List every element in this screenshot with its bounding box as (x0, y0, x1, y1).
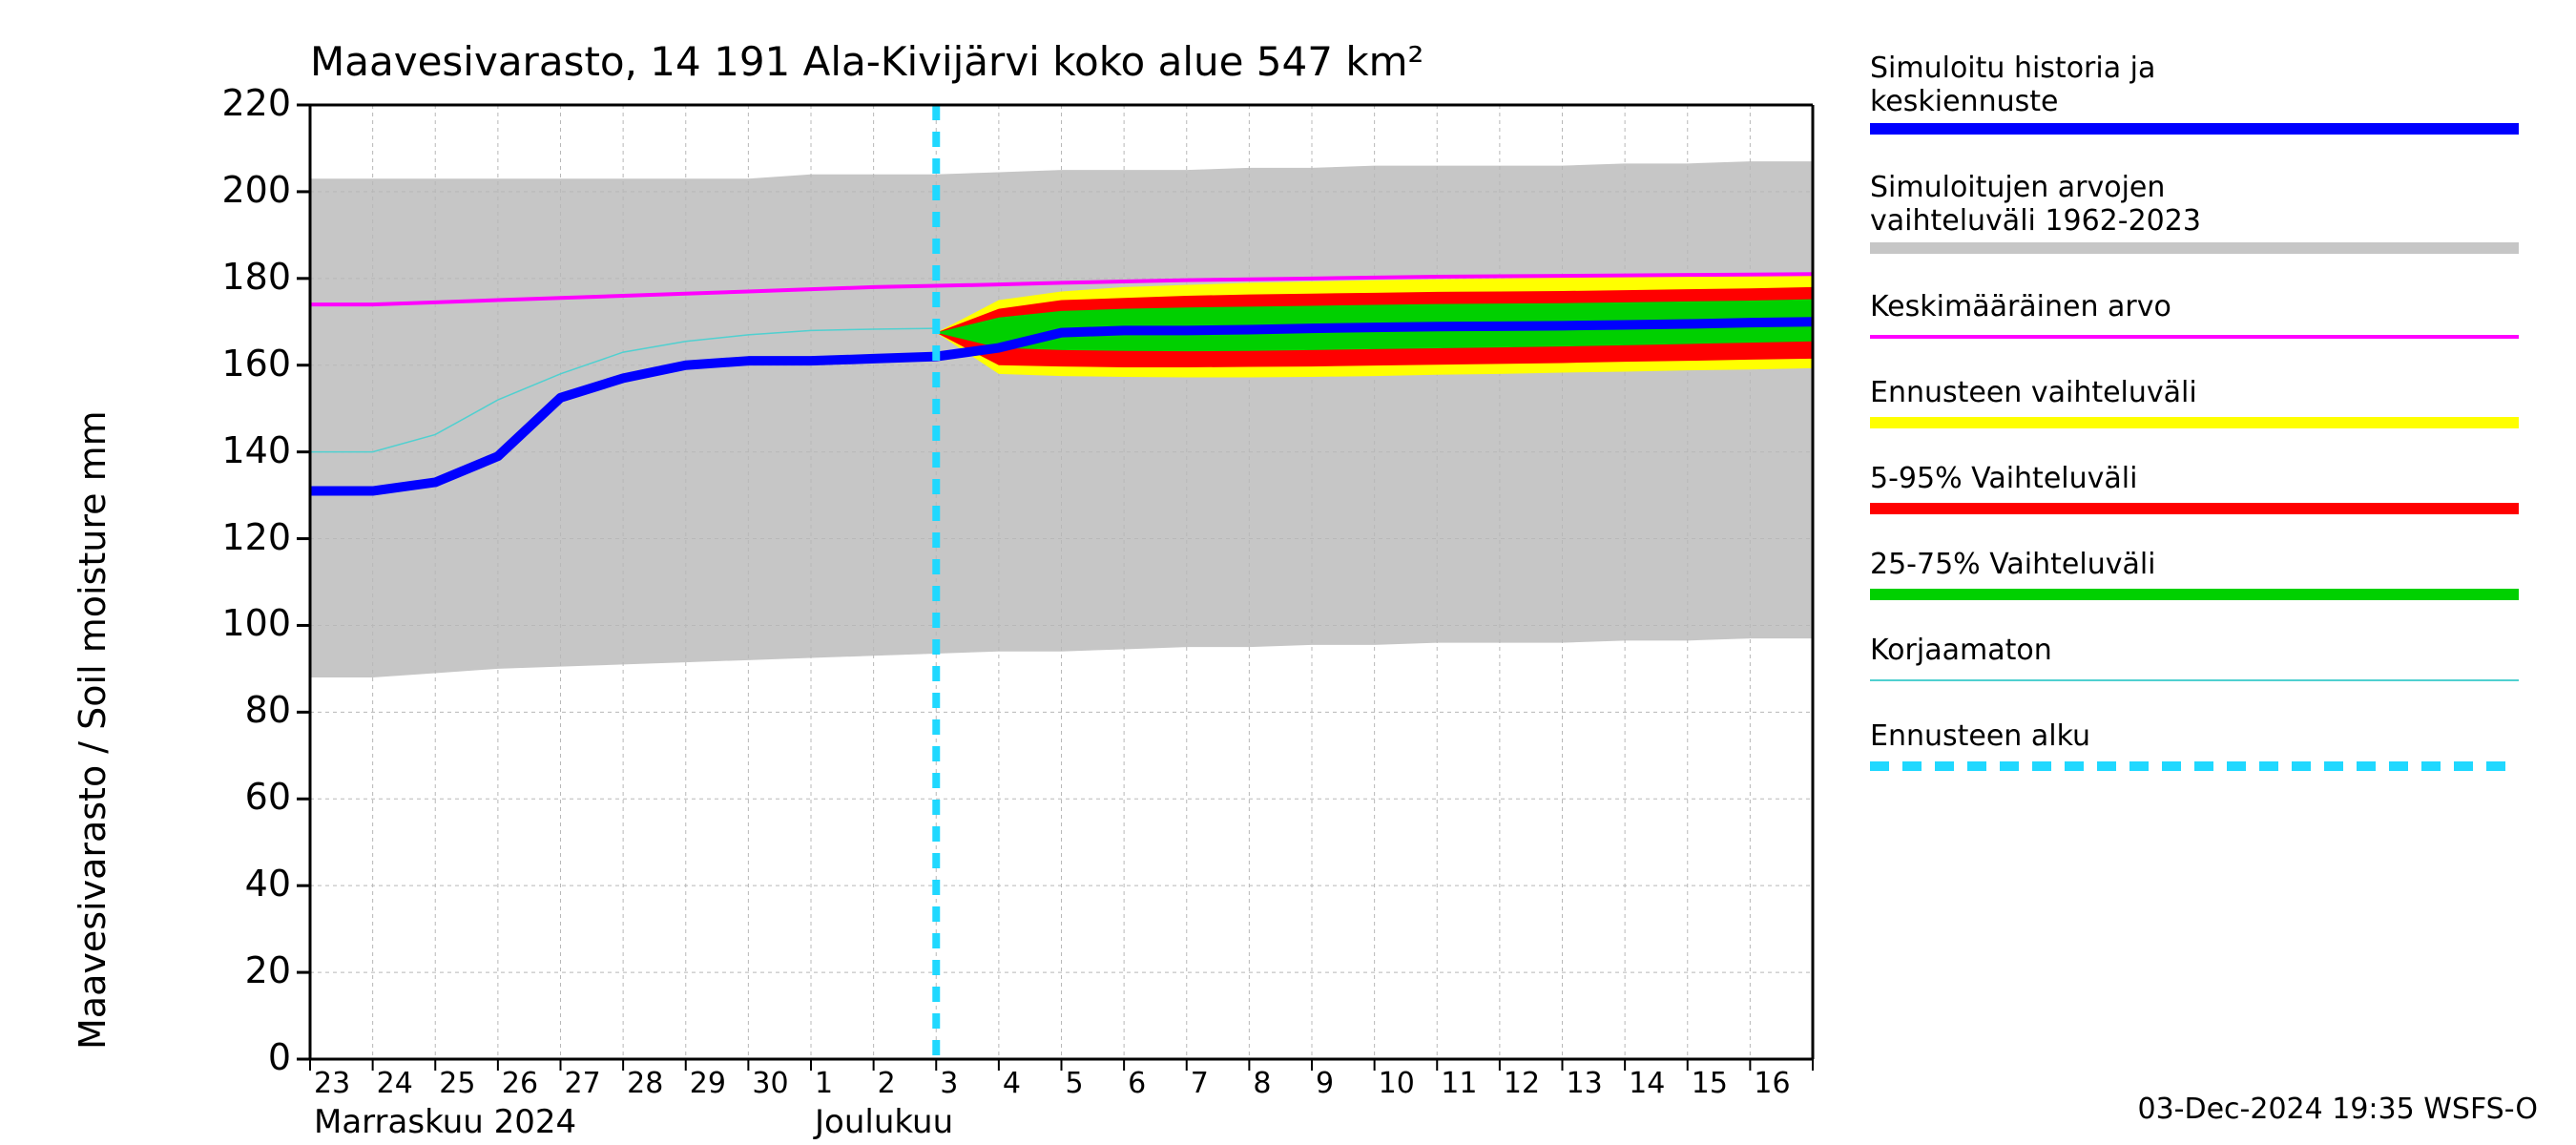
x-tick-label: 27 (565, 1067, 601, 1100)
x-tick-label: 16 (1754, 1067, 1790, 1100)
x-tick-label: 1 (815, 1067, 833, 1100)
x-tick-label: 28 (627, 1067, 663, 1100)
x-tick-label: 8 (1253, 1067, 1271, 1100)
chart-container: Maavesivarasto, 14 191 Ala-Kivijärvi kok… (0, 0, 2576, 1145)
legend-item-label: Keskimääräinen arvo (1870, 291, 2171, 324)
x-tick-label: 26 (502, 1067, 538, 1100)
x-tick-label: 4 (1003, 1067, 1021, 1100)
y-tick-label: 100 (205, 602, 291, 644)
y-tick-label: 140 (205, 429, 291, 471)
x-tick-label: 24 (377, 1067, 413, 1100)
legend-item-label: 5-95% Vaihteluväli (1870, 463, 2137, 496)
legend-item-label: Simuloitu historia jakeskiennuste (1870, 52, 2155, 118)
x-tick-label: 10 (1379, 1067, 1415, 1100)
x-tick-label: 3 (940, 1067, 958, 1100)
y-tick-label: 20 (205, 949, 291, 991)
x-month-label-bottom: December (815, 1141, 983, 1145)
y-tick-label: 0 (205, 1036, 291, 1078)
y-tick-label: 120 (205, 516, 291, 558)
y-tick-label: 60 (205, 776, 291, 818)
y-tick-label: 220 (205, 82, 291, 124)
legend-item-label: Ennusteen vaihteluväli (1870, 377, 2197, 410)
legend-item-label: 25-75% Vaihteluväli (1870, 549, 2156, 582)
legend-item-label: Korjaamaton (1870, 635, 2052, 668)
x-tick-label: 23 (314, 1067, 350, 1100)
x-tick-label: 9 (1316, 1067, 1334, 1100)
y-tick-label: 80 (205, 689, 291, 731)
x-tick-label: 7 (1191, 1067, 1209, 1100)
x-tick-label: 15 (1692, 1067, 1728, 1100)
x-tick-label: 5 (1066, 1067, 1084, 1100)
x-tick-label: 6 (1128, 1067, 1146, 1100)
x-month-label-top: Marraskuu 2024 (314, 1103, 576, 1141)
x-tick-label: 14 (1629, 1067, 1665, 1100)
x-tick-label: 30 (752, 1067, 788, 1100)
x-tick-label: 11 (1441, 1067, 1477, 1100)
x-month-label-bottom: November (314, 1141, 483, 1145)
x-tick-label: 25 (439, 1067, 475, 1100)
y-tick-label: 160 (205, 343, 291, 385)
y-tick-label: 200 (205, 169, 291, 211)
y-tick-label: 180 (205, 256, 291, 298)
legend-item-label: Simuloitujen arvojenvaihteluväli 1962-20… (1870, 172, 2201, 238)
y-tick-label: 40 (205, 863, 291, 905)
x-month-label-top: Joulukuu (815, 1103, 953, 1141)
x-tick-label: 2 (878, 1067, 896, 1100)
x-tick-label: 13 (1567, 1067, 1603, 1100)
x-tick-label: 29 (690, 1067, 726, 1100)
timestamp: 03-Dec-2024 19:35 WSFS-O (2137, 1093, 2538, 1126)
legend-item-label: Ennusteen alku (1870, 720, 2090, 754)
x-tick-label: 12 (1504, 1067, 1540, 1100)
